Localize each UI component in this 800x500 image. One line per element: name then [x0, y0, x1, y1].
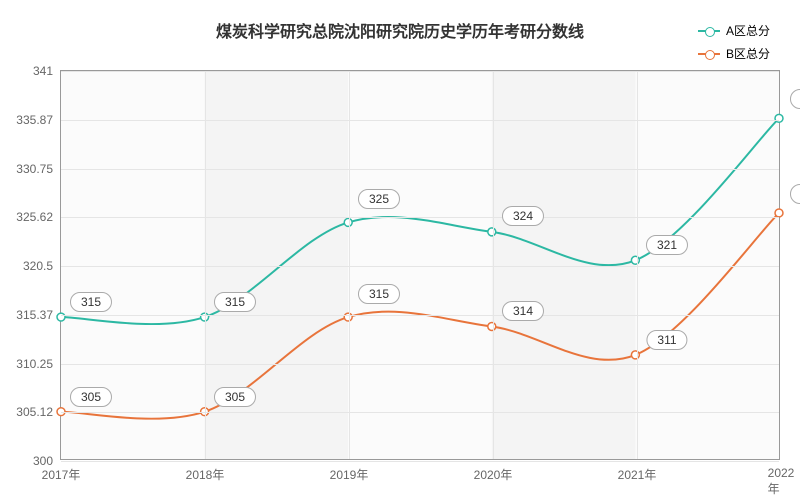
- y-tick-label: 320.5: [23, 259, 53, 273]
- point-label: 324: [502, 206, 544, 226]
- x-tick-label: 2017年: [42, 466, 81, 483]
- point-label: 325: [358, 189, 400, 209]
- y-tick-label: 341: [33, 64, 53, 78]
- legend: A区总分 B区总分: [698, 22, 770, 68]
- plot-area: 300305.12310.25315.37320.5325.62330.7533…: [60, 70, 780, 460]
- point-label: 305: [214, 387, 256, 407]
- point-label: 315: [358, 284, 400, 304]
- chart-svg: [61, 71, 779, 459]
- y-tick-label: 330.75: [16, 162, 53, 176]
- point-label: 311: [646, 330, 687, 350]
- point-label: 315: [214, 292, 256, 312]
- point-label: 336: [790, 89, 800, 109]
- point-label: 326: [790, 184, 800, 204]
- legend-label-b: B区总分: [726, 45, 770, 62]
- y-tick-label: 325.62: [16, 210, 53, 224]
- point-label: 321: [646, 235, 688, 255]
- chart-title: 煤炭科学研究总院沈阳研究院历史学历年考研分数线: [0, 18, 800, 42]
- x-tick-label: 2018年: [186, 466, 225, 483]
- point-label: 314: [502, 301, 544, 321]
- legend-item-b: B区总分: [698, 45, 770, 62]
- x-tick-label: 2020年: [474, 466, 513, 483]
- point-label: 305: [70, 387, 112, 407]
- x-tick-label: 2019年: [330, 466, 369, 483]
- chart-container: 煤炭科学研究总院沈阳研究院历史学历年考研分数线 A区总分 B区总分 300305…: [0, 0, 800, 500]
- legend-item-a: A区总分: [698, 22, 770, 39]
- point-label: 315: [70, 292, 112, 312]
- y-tick-label: 315.37: [16, 308, 53, 322]
- legend-swatch-b: [698, 53, 720, 55]
- legend-label-a: A区总分: [726, 22, 770, 39]
- y-tick-label: 310.25: [16, 357, 53, 371]
- legend-swatch-a: [698, 30, 720, 32]
- y-tick-label: 335.87: [16, 113, 53, 127]
- y-tick-label: 305.12: [16, 405, 53, 419]
- x-tick-label: 2022年: [768, 466, 795, 497]
- x-tick-label: 2021年: [618, 466, 657, 483]
